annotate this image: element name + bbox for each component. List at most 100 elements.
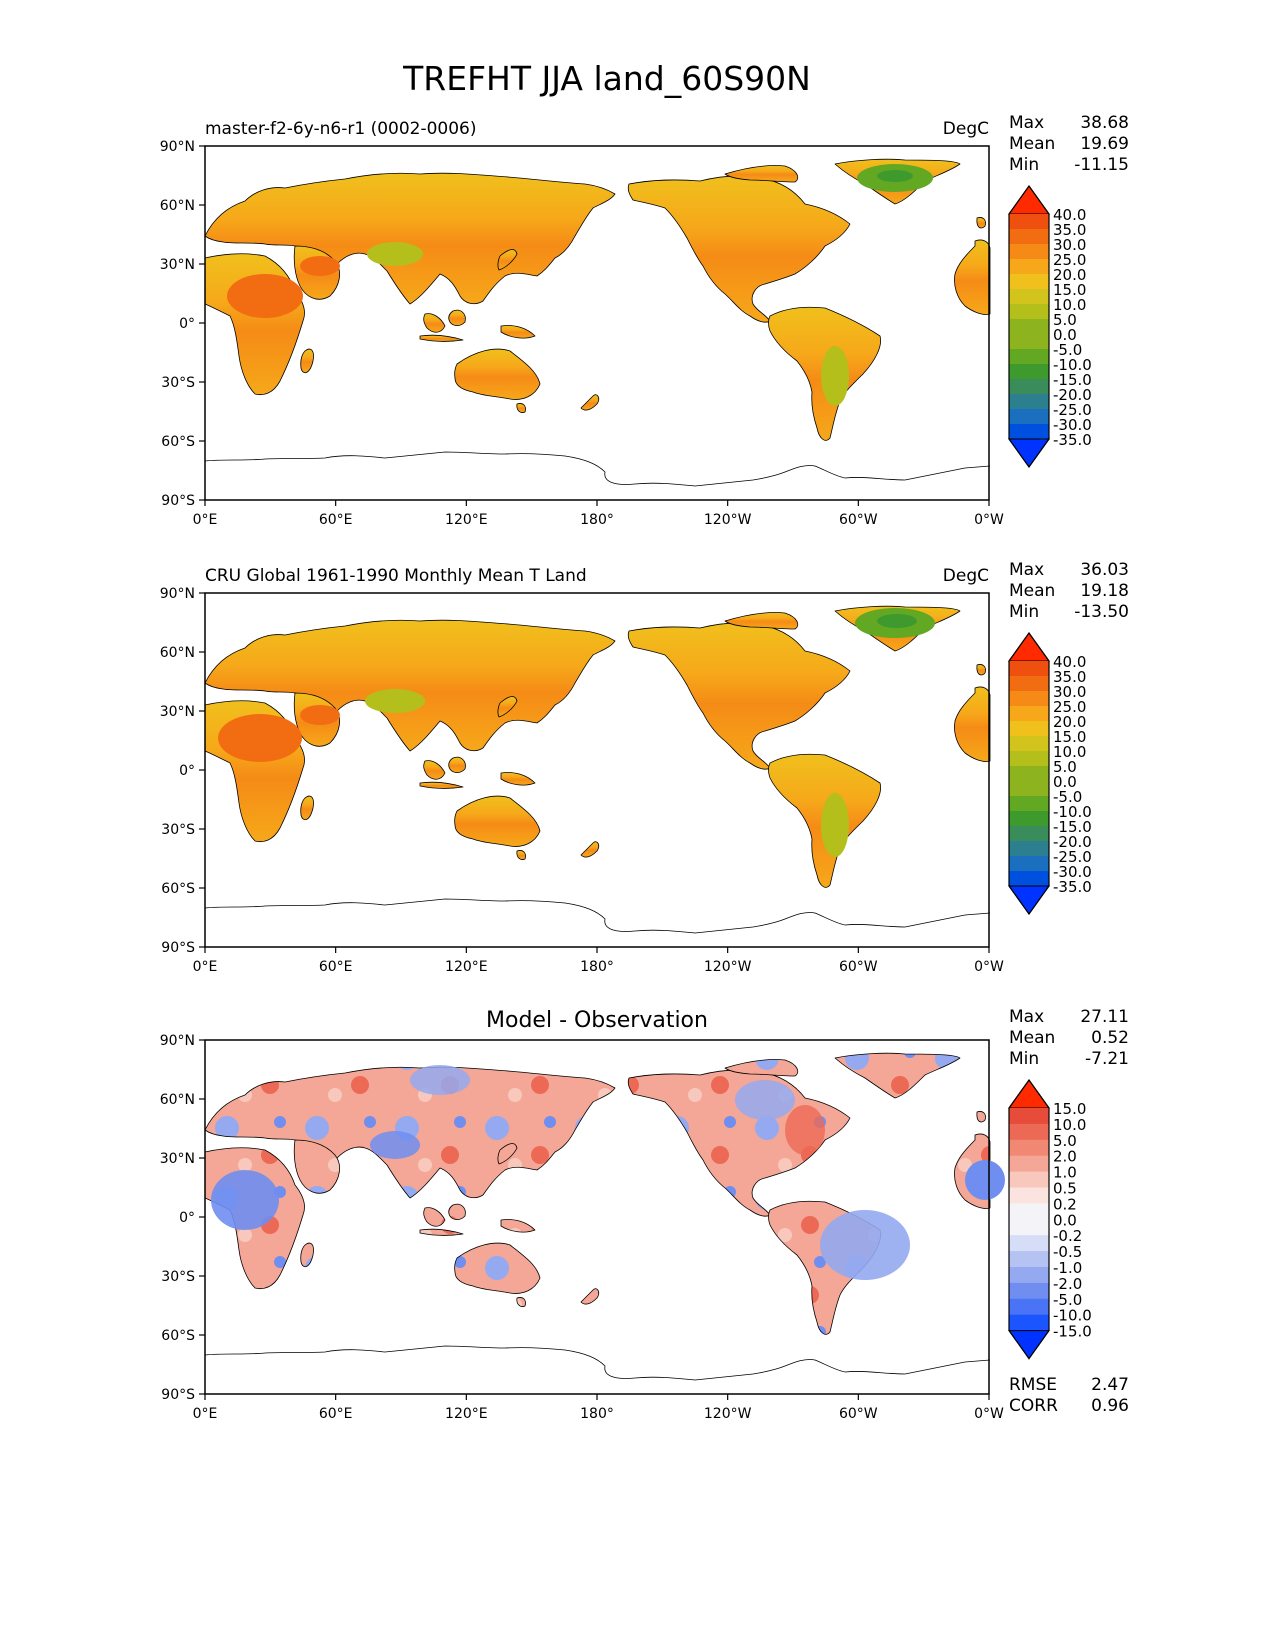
colorbar-tick-label: 40.0 — [1053, 206, 1086, 224]
colorbar-segment — [1009, 229, 1049, 245]
map — [204, 1039, 1005, 1395]
lat-tick-label: 60°S — [161, 434, 195, 450]
lat-tick-label: 30°S — [161, 822, 195, 838]
lon-tick-label: 60°E — [319, 959, 353, 975]
stat-label: Max — [1009, 1007, 1044, 1027]
colorbar-tick-label: -5.0 — [1053, 788, 1082, 806]
colorbar-segment — [1009, 1123, 1049, 1141]
colorbar-segment — [1009, 1235, 1049, 1252]
stat-value: 2.47 — [1091, 1375, 1129, 1395]
colorbar-segment — [1009, 244, 1049, 260]
colorbar-segment — [1009, 1267, 1049, 1284]
lat-tick-label: 0° — [179, 1210, 195, 1226]
lat-tick-label: 90°N — [160, 586, 195, 602]
stat-value: 0.52 — [1091, 1028, 1129, 1048]
colorbar-tick-label: -5.0 — [1053, 1291, 1082, 1309]
panel-left-title: master-f2-6y-n6-r1 (0002-0006) — [205, 119, 477, 139]
lon-tick-label: 60°W — [839, 1406, 878, 1422]
colorbar-segment — [1009, 1155, 1049, 1173]
stat-value: 36.03 — [1080, 560, 1129, 580]
colorbar-segment — [1009, 1282, 1049, 1300]
panel-difference: Model - Observation 90°N 60°N 30°N 0° 30°S 60… — [160, 1007, 1129, 1422]
panel-center-title: Model - Observation — [486, 1008, 708, 1033]
colorbar-segment — [1009, 766, 1049, 782]
lat-tick-label: 90°S — [161, 493, 195, 509]
colorbar-segment — [1009, 274, 1049, 290]
colorbar-tick-label: -2.0 — [1053, 1275, 1082, 1293]
lon-tick-label: 0°E — [193, 959, 218, 975]
colorbar-extend-bottom — [1008, 885, 1050, 915]
lon-tick-label: 180° — [580, 512, 614, 528]
colorbar-segment — [1009, 334, 1049, 350]
lat-tick-label: 60°N — [160, 1092, 195, 1108]
lat-tick-label: 60°N — [160, 645, 195, 661]
colorbar-segment — [1009, 1203, 1049, 1220]
colorbar: 15.010.05.02.01.00.50.20.0-0.2-0.5-1.0-2… — [1008, 1078, 1092, 1360]
lon-tick-label: 120°W — [704, 959, 752, 975]
lon-tick-label: 60°W — [839, 959, 878, 975]
colorbar-tick-label: 25.0 — [1053, 698, 1086, 716]
colorbar-tick-label: 5.0 — [1053, 758, 1077, 776]
colorbar-segment — [1009, 394, 1049, 410]
map — [204, 145, 991, 501]
colorbar-tick-label: 35.0 — [1053, 668, 1086, 686]
stat-value: -13.50 — [1074, 602, 1129, 622]
colorbar-tick-label: 0.0 — [1053, 1211, 1077, 1229]
colorbar-segment — [1009, 1139, 1049, 1157]
colorbar-tick-label: -25.0 — [1053, 401, 1092, 419]
colorbar-segment — [1009, 1298, 1049, 1316]
colorbar-segment — [1009, 781, 1049, 797]
colorbar-tick-label: -1.0 — [1053, 1259, 1082, 1277]
colorbar-segment — [1009, 259, 1049, 275]
colorbar-tick-label: 10.0 — [1053, 743, 1086, 761]
colorbar-segment — [1009, 691, 1049, 707]
colorbar-tick-label: 1.0 — [1053, 1164, 1077, 1182]
colorbar-tick-label: 15.0 — [1053, 728, 1086, 746]
colorbar-tick-label: -30.0 — [1053, 863, 1092, 881]
lat-tick-label: 60°N — [160, 198, 195, 214]
colorbar-tick-label: 10.0 — [1053, 296, 1086, 314]
lon-tick-label: 180° — [580, 1406, 614, 1422]
lat-tick-label: 90°N — [160, 1033, 195, 1049]
colorbar-segment — [1009, 304, 1049, 320]
colorbar-segment — [1009, 349, 1049, 365]
panel-left-title: CRU Global 1961-1990 Monthly Mean T Land — [205, 566, 587, 586]
lon-tick-label: 120°W — [704, 1406, 752, 1422]
colorbar-segment — [1009, 409, 1049, 425]
colorbar-tick-label: 20.0 — [1053, 713, 1086, 731]
colorbar-tick-label: -15.0 — [1053, 1323, 1092, 1341]
stat-label: Mean — [1009, 581, 1055, 601]
stat-label: CORR — [1009, 1396, 1058, 1416]
lat-tick-label: 60°S — [161, 1328, 195, 1344]
colorbar-tick-label: 5.0 — [1053, 1132, 1077, 1150]
panel-test: master-f2-6y-n6-r1 (0002-0006) DegC 90°N… — [160, 113, 1129, 528]
colorbar-tick-label: -0.5 — [1053, 1243, 1082, 1261]
colorbar-tick-label: 2.0 — [1053, 1148, 1077, 1166]
colorbar: 40.035.030.025.020.015.010.05.00.0-5.0-1… — [1008, 631, 1092, 916]
colorbar-segment — [1009, 841, 1049, 857]
stats-block: Max 36.03 Mean 19.18 Min -13.50 — [1009, 560, 1129, 622]
land-field — [204, 605, 991, 934]
stat-label: Mean — [1009, 134, 1055, 154]
lat-tick-label: 90°S — [161, 1387, 195, 1403]
colorbar-segment — [1009, 871, 1049, 887]
colorbar-tick-label: 5.0 — [1053, 311, 1077, 329]
colorbar-tick-label: 0.0 — [1053, 326, 1077, 344]
lat-tick-label: 90°N — [160, 139, 195, 155]
colorbar-extend-bottom — [1008, 1330, 1050, 1360]
colorbar-tick-label: -20.0 — [1053, 386, 1092, 404]
stat-value: 19.18 — [1080, 581, 1129, 601]
colorbar-tick-label: -35.0 — [1053, 431, 1092, 449]
colorbar-tick-label: -35.0 — [1053, 878, 1092, 896]
colorbar-tick-label: -20.0 — [1053, 833, 1092, 851]
colorbar-tick-label: -25.0 — [1053, 848, 1092, 866]
lat-tick-label: 0° — [179, 763, 195, 779]
colorbar-extend-top — [1008, 185, 1050, 215]
stat-label: Max — [1009, 113, 1044, 133]
lat-tick-label: 30°N — [160, 257, 195, 273]
stat-value: -11.15 — [1074, 155, 1129, 175]
lon-tick-label: 0°E — [193, 512, 218, 528]
colorbar-extend-bottom — [1008, 438, 1050, 468]
colorbar-tick-label: -5.0 — [1053, 341, 1082, 359]
